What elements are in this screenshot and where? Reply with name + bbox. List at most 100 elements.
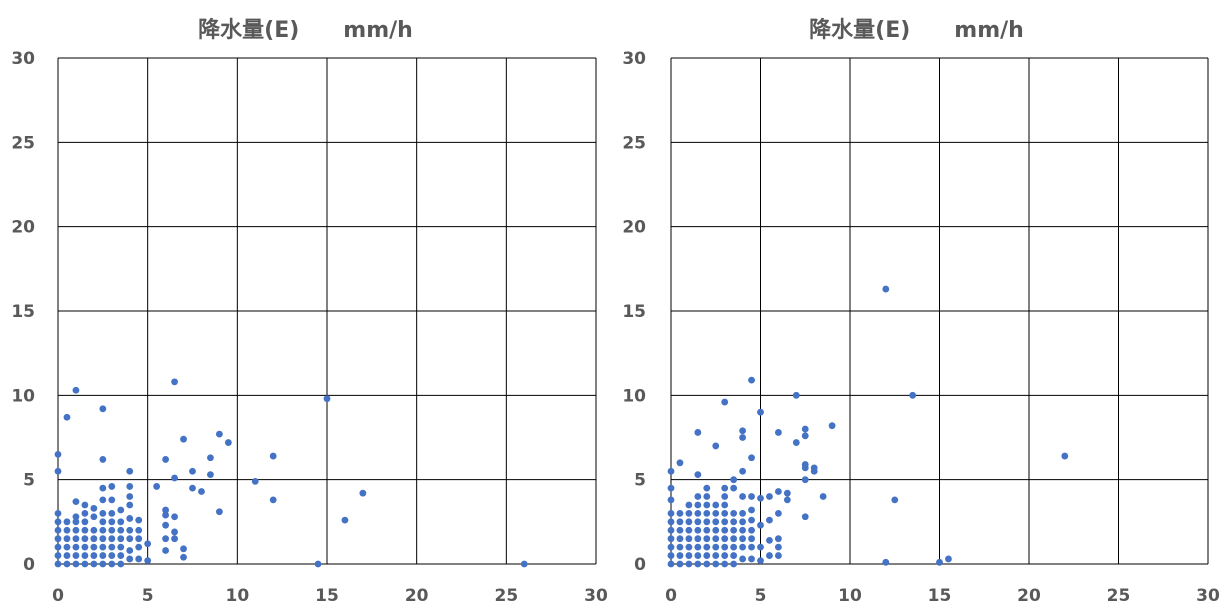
plot-area: 0 5 10 15 20 25 30 0 5 10 15 20 25 30 [622, 49, 1220, 606]
data-point [730, 476, 738, 484]
data-point [99, 526, 107, 534]
data-point [694, 429, 702, 436]
y-tick-label: 0 [634, 555, 646, 575]
data-point [189, 467, 196, 475]
data-point [162, 456, 170, 463]
data-point [63, 413, 71, 421]
data-point [162, 535, 170, 543]
data-point [685, 510, 693, 517]
data-point [694, 535, 702, 543]
data-point [135, 543, 143, 551]
data-point [667, 560, 675, 568]
data-point [269, 496, 277, 504]
data-point [739, 510, 746, 517]
data-point [314, 560, 322, 568]
data-point [775, 510, 782, 517]
data-point [108, 552, 116, 559]
data-point [162, 547, 170, 554]
data-point [739, 535, 746, 543]
data-point [748, 543, 755, 551]
data-point [801, 432, 809, 440]
data-point [945, 555, 952, 563]
data-point [90, 526, 98, 534]
data-point [81, 543, 89, 551]
data-point [135, 526, 143, 534]
data-point [126, 493, 134, 500]
data-point [117, 560, 125, 568]
data-point [712, 501, 720, 509]
data-point [72, 386, 80, 394]
data-point [748, 454, 755, 462]
data-point [667, 543, 675, 551]
data-point [135, 516, 143, 524]
data-point [126, 515, 134, 522]
data-point [757, 543, 764, 551]
data-point [153, 483, 161, 490]
data-point [757, 408, 764, 416]
data-point [162, 511, 170, 519]
data-point [712, 535, 720, 543]
data-point [694, 493, 702, 500]
data-point [676, 526, 684, 534]
data-point [685, 518, 693, 526]
data-point [90, 504, 98, 512]
data-point [99, 518, 107, 526]
data-point [739, 467, 746, 475]
x-tick-label: 25 [1107, 586, 1131, 606]
data-point [54, 526, 62, 534]
data-point [81, 501, 89, 509]
data-point [891, 496, 899, 504]
data-point [1061, 452, 1069, 460]
data-point [783, 496, 791, 504]
data-point [775, 552, 782, 559]
data-point [90, 552, 98, 559]
data-point [828, 422, 836, 430]
data-point [54, 560, 62, 568]
y-tick-label: 25 [11, 133, 35, 153]
data-point [676, 510, 684, 517]
data-point [909, 391, 917, 399]
y-tick-label: 15 [622, 302, 646, 322]
data-point [721, 510, 729, 517]
x-tick-label: 15 [928, 586, 952, 606]
data-point [99, 552, 107, 559]
data-point [703, 493, 711, 500]
x-tick-label: 0 [52, 586, 64, 606]
y-tick-label: 20 [622, 218, 646, 238]
data-point [712, 543, 720, 551]
data-point [90, 513, 98, 521]
data-point [730, 518, 738, 526]
data-point [81, 510, 89, 517]
data-point [99, 510, 107, 517]
data-point [694, 543, 702, 551]
data-point [144, 557, 152, 565]
data-point [81, 535, 89, 543]
data-point [72, 518, 80, 526]
data-point [269, 452, 277, 460]
data-point [676, 459, 684, 467]
data-point [676, 552, 684, 559]
data-point [730, 535, 738, 543]
data-point [144, 540, 152, 548]
data-point [694, 560, 702, 568]
data-point [135, 555, 143, 563]
data-point [694, 471, 702, 479]
data-point [739, 543, 746, 551]
data-point [99, 496, 107, 504]
data-point [90, 560, 98, 568]
data-point [792, 439, 800, 446]
data-point [63, 526, 71, 534]
data-point [520, 560, 528, 568]
data-point [667, 510, 675, 517]
data-point [667, 467, 675, 475]
data-point [117, 506, 125, 514]
data-point [54, 518, 62, 526]
chart-title: 降水量(E) mm/h [809, 18, 1024, 43]
y-tick-label: 5 [634, 471, 646, 491]
data-point [126, 555, 134, 563]
data-point [721, 526, 729, 534]
scatter-chart-right: 降水量(E) mm/h 0 5 10 15 20 25 30 0 5 10 15 20 25 30 [611, 0, 1222, 607]
y-tick-label: 30 [11, 49, 35, 69]
data-point [819, 493, 827, 500]
data-point [801, 425, 809, 433]
